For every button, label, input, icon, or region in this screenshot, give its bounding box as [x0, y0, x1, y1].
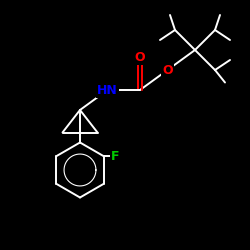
Text: O: O [135, 51, 145, 64]
Text: F: F [111, 150, 119, 163]
Text: HN: HN [97, 84, 118, 96]
Text: O: O [162, 64, 173, 76]
